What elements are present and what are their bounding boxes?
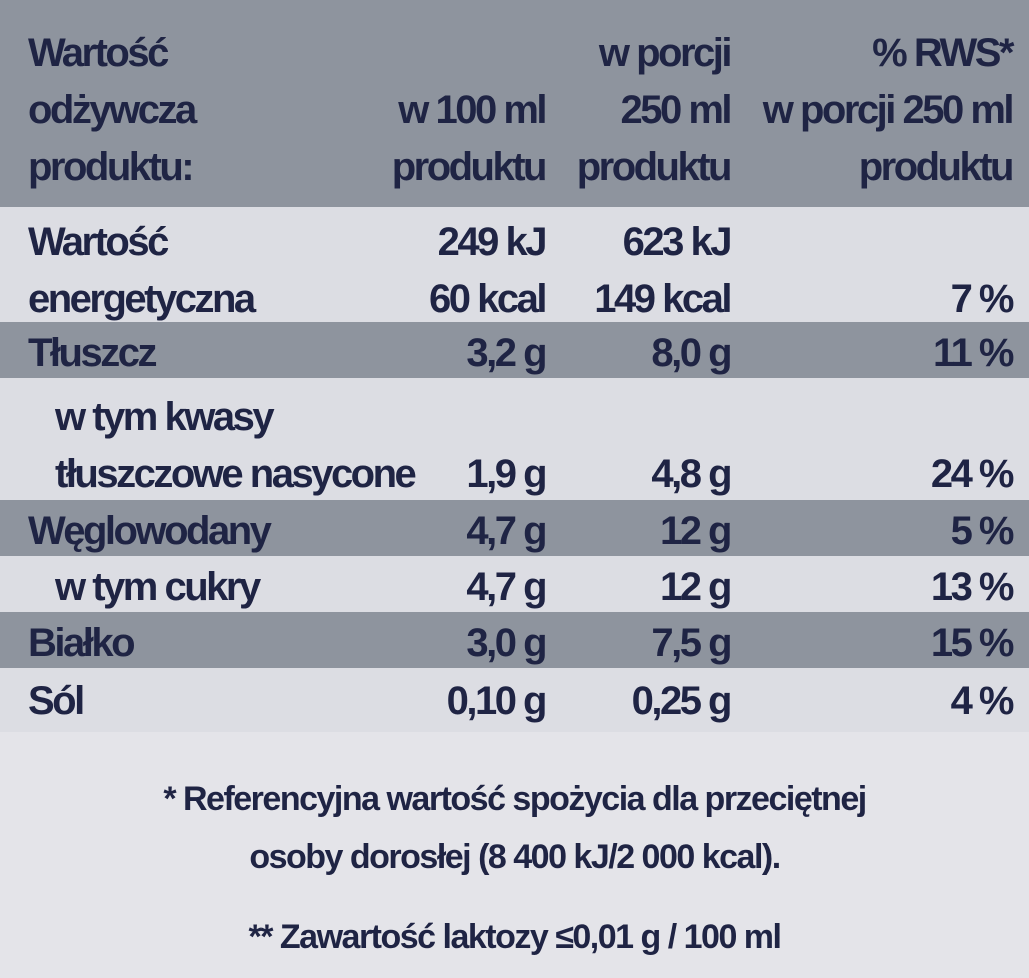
fat-portion: 8,0 g [651, 331, 732, 375]
sugars-per100: 4,7 g [466, 565, 547, 609]
saturates-portion: 4,8 g [651, 452, 732, 496]
header-label-2: odżywcza [28, 88, 197, 132]
energy-portion-kj: 623 kJ [622, 220, 733, 264]
protein-rws: 15 % [930, 621, 1015, 665]
row-band-saturates [0, 378, 1029, 500]
energy-per100-kj: 249 kJ [437, 220, 548, 264]
row-band-protein [0, 612, 1029, 668]
protein-per100: 3,0 g [466, 621, 547, 665]
header-label-3: produktu: [28, 145, 195, 189]
fat-rws: 11 % [933, 331, 1014, 375]
sugars-label: w tym cukry [55, 565, 261, 609]
header-col1-1: w 100 ml [398, 88, 547, 132]
header-col2-2: 250 ml [620, 88, 732, 132]
row-band-fat [0, 322, 1029, 378]
energy-label-1: Wartość [28, 220, 169, 264]
carbs-rws: 5 % [950, 509, 1015, 553]
row-band-energy [0, 207, 1029, 322]
header-col3-3: produktu [858, 145, 1015, 189]
fat-label: Tłuszcz [28, 331, 157, 375]
fat-per100: 3,2 g [466, 331, 547, 375]
sugars-rws: 13 % [930, 565, 1015, 609]
salt-label: Sól [28, 679, 85, 723]
footnote-rws-2: osoby dorosłej (8 400 kJ/2 000 kcal). [249, 838, 781, 876]
row-band-sugars [0, 556, 1029, 612]
header-col3-2: w porcji 250 ml [762, 88, 1015, 132]
sugars-portion: 12 g [659, 565, 733, 609]
header-col3-1: % RWS* [872, 31, 1014, 75]
carbs-per100: 4,7 g [466, 509, 547, 553]
salt-rws: 4 % [950, 679, 1015, 723]
saturates-label-2: tłuszczowe nasycone [55, 452, 417, 496]
energy-rws: 7 % [950, 277, 1015, 321]
row-band-salt [0, 668, 1029, 732]
header-col2-3: produktu [576, 145, 733, 189]
header-col2-1: w porcji [598, 31, 733, 75]
footnote-rws-1: * Referencyjna wartość spożycia dla prze… [163, 780, 867, 818]
row-band-carbs [0, 500, 1029, 556]
salt-portion: 0,25 g [631, 679, 733, 723]
saturates-rws: 24 % [930, 452, 1015, 496]
saturates-label-1: w tym kwasy [55, 395, 275, 439]
header-label-1: Wartość [28, 31, 169, 75]
header-band [0, 0, 1029, 207]
saturates-per100: 1,9 g [466, 452, 547, 496]
energy-per100-kcal: 60 kcal [429, 277, 547, 321]
protein-portion: 7,5 g [651, 621, 732, 665]
protein-label: Białko [28, 621, 136, 665]
header-col1-2: produktu [391, 145, 548, 189]
carbs-label: Węglowodany [28, 509, 272, 553]
salt-per100: 0,10 g [446, 679, 548, 723]
footnote-lactose: ** Zawartość laktozy ≤0,01 g / 100 ml [248, 918, 782, 956]
carbs-portion: 12 g [659, 509, 733, 553]
energy-label-2: energetyczna [28, 277, 256, 321]
energy-portion-kcal: 149 kcal [594, 277, 732, 321]
